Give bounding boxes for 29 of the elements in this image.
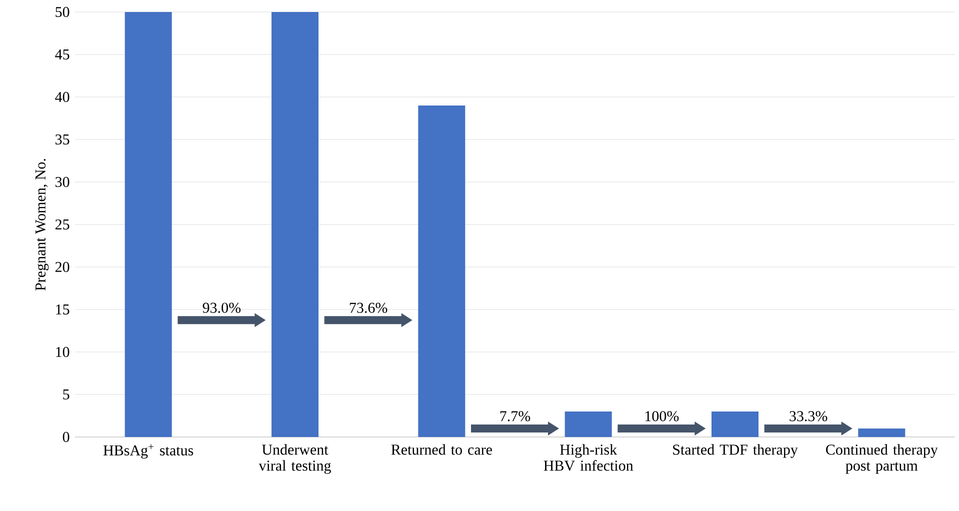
x-tick-label: Returned to care	[391, 444, 492, 455]
bar	[272, 12, 319, 437]
y-tick-label: 5	[63, 389, 70, 400]
x-tick-label: High-risk HBV infection	[544, 444, 634, 471]
y-tick-label: 0	[62, 432, 70, 442]
annotation: 7.7%	[500, 411, 530, 422]
y-tick-label: 30	[56, 176, 70, 188]
y-tick-label: 20	[55, 262, 70, 272]
bar	[418, 105, 466, 437]
bar	[712, 411, 759, 437]
y-tick-label: 25	[55, 219, 70, 230]
bar	[858, 428, 906, 437]
y-tick-label: 15	[56, 304, 70, 315]
x-tick-label: Underwent viral testing	[258, 444, 331, 474]
x-tick-label: HBsAg$^{+}$ status	[103, 444, 194, 459]
annotation: 33.3%	[790, 411, 828, 422]
x-tick-label: Started TDF therapy	[673, 444, 798, 458]
annotation: 73.6%	[350, 302, 388, 313]
annotation: 93.0%	[202, 302, 241, 313]
annotation: 100%	[645, 411, 679, 422]
y-axis-title: Pregnant Women, No.	[36, 159, 49, 291]
y-tick-label: 45	[55, 49, 70, 60]
y-tick-label: 40	[55, 92, 70, 102]
bar	[564, 411, 612, 437]
y-tick-label: 50	[56, 6, 70, 18]
y-tick-label: 10	[56, 346, 70, 358]
x-tick-label: Continued therapy post partum	[826, 444, 938, 474]
y-tick-label: 35	[56, 134, 70, 145]
bar	[124, 12, 172, 437]
